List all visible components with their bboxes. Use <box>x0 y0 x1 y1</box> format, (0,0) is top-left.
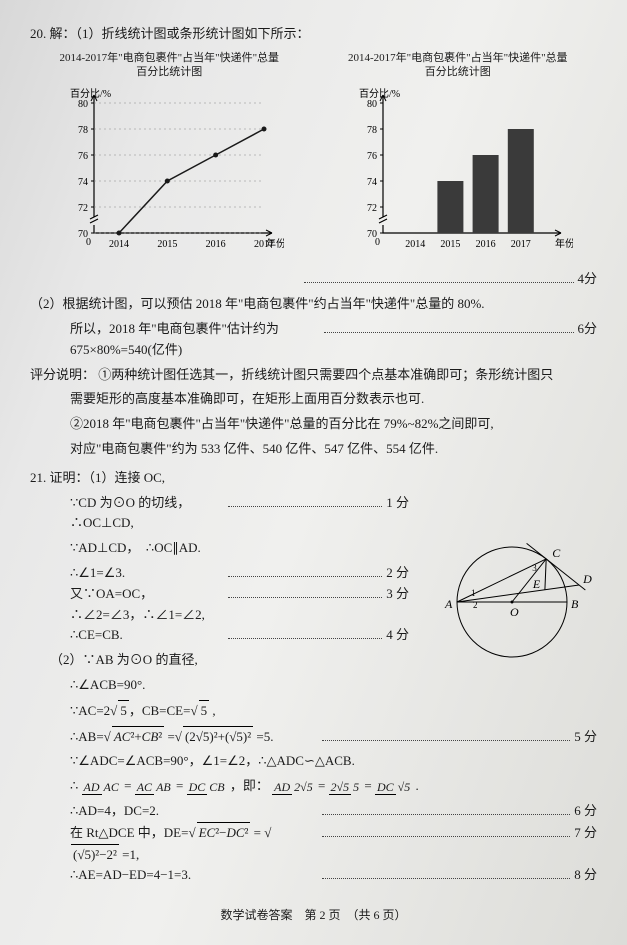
q20-score1: 4分 <box>578 269 598 290</box>
p4: 3 分 <box>386 584 409 605</box>
q21-head-line: 21. 证明：（1）连接 OC, <box>30 468 597 489</box>
svg-text:C: C <box>552 545 561 559</box>
svg-text:74: 74 <box>367 177 377 188</box>
svg-text:72: 72 <box>78 203 88 214</box>
q21-number: 21. <box>30 470 46 485</box>
svg-text:D: D <box>582 572 592 586</box>
note-head: 评分说明： <box>30 367 95 382</box>
p-t6: 6 分 <box>574 801 597 822</box>
page-footer: 数学试卷答案 第 2 页 （共 6 页） <box>30 906 597 925</box>
svg-text:76: 76 <box>367 151 377 162</box>
svg-text:80: 80 <box>367 99 377 110</box>
line-chart-block: 2014-2017年"电商包裹件"占当年"快递件"总量 百分比统计图 70727… <box>54 51 284 264</box>
s1: ∵CD 为⊙O 的切线，∴OC⊥CD, <box>70 493 224 535</box>
p-t3: 5 分 <box>574 727 597 748</box>
svg-text:3: 3 <box>532 562 537 572</box>
note2b: 对应"电商包裹件"约为 533 亿件、540 亿件、547 亿件、554 亿件. <box>30 439 597 460</box>
q21-head: 证明：（1）连接 OC, <box>50 470 166 485</box>
svg-text:2015: 2015 <box>158 239 178 250</box>
s3: ∴∠1=∠3. <box>70 563 224 584</box>
line-chart-svg: 7072747678802014201520162017百分比/%年份0 <box>54 83 284 263</box>
svg-text:2: 2 <box>473 600 478 610</box>
q20-part2-l2: 所以，2018 年"电商包裹件"估计约为 675×80%=540(亿件) <box>30 319 320 361</box>
svg-text:2014: 2014 <box>405 239 425 250</box>
q20-part2-l2-line: 所以，2018 年"电商包裹件"估计约为 675×80%=540(亿件) 6分 <box>30 319 597 361</box>
p5: 4 分 <box>386 625 409 646</box>
t8: ∴AE=AD−ED=4−1=3. <box>70 865 318 886</box>
svg-text:0: 0 <box>86 237 91 248</box>
q20-score2: 6分 <box>578 319 598 340</box>
charts-row: 2014-2017年"电商包裹件"占当年"快递件"总量 百分比统计图 70727… <box>30 51 597 264</box>
p-t8: 8 分 <box>574 865 597 886</box>
svg-text:80: 80 <box>78 99 88 110</box>
s4: 又∵OA=OC，∴∠2=∠3，∴∠1=∠2, <box>70 584 224 626</box>
t4: ∵∠ADC=∠ACB=90°，∠1=∠2，∴△ADC∽△ACB. <box>30 751 597 772</box>
svg-text:1: 1 <box>471 588 476 598</box>
svg-text:2015: 2015 <box>440 239 460 250</box>
t2: ∵AC=2√5，CB=CE=√5 , <box>30 700 597 722</box>
bar-chart-svg: 7072747678802014201520162017百分比/%年份0 <box>343 83 573 263</box>
s5: ∴CE=CB. <box>70 625 224 646</box>
t7-line: 在 Rt△DCE 中，DE=√EC²−DC² = √(√5)²−2² =1, 7… <box>30 822 597 866</box>
t5: ∴ ADAC = ACAB = DCCB ，即： AD2√5 = 2√55 = … <box>30 776 597 797</box>
svg-text:O: O <box>510 605 519 619</box>
svg-text:2014: 2014 <box>109 239 129 250</box>
note1: ①两种统计图任选其一，折线统计图只需要四个点基本准确即可；条形统计图只 <box>98 367 553 382</box>
svg-text:年份: 年份 <box>266 237 284 250</box>
q20-score1-line: 4分 <box>30 269 597 290</box>
q20-notes: 评分说明： ①两种统计图任选其一，折线统计图只需要四个点基本准确即可；条形统计图… <box>30 365 597 386</box>
svg-text:百分比/%: 百分比/% <box>359 88 400 100</box>
svg-text:76: 76 <box>78 151 88 162</box>
t3-line: ∴AB=√AC²+CB² =√(2√5)²+(√5)² =5. 5 分 <box>30 726 597 748</box>
t6: ∴AD=4，DC=2. <box>70 801 318 822</box>
svg-text:B: B <box>571 597 579 611</box>
note2: ②2018 年"电商包裹件"占当年"快递件"总量的百分比在 79%~82%之间即… <box>30 414 597 435</box>
svg-text:2017: 2017 <box>511 239 531 250</box>
svg-text:E: E <box>532 576 541 590</box>
svg-text:2016: 2016 <box>475 239 495 250</box>
svg-text:72: 72 <box>367 203 377 214</box>
bar-chart-block: 2014-2017年"电商包裹件"占当年"快递件"总量 百分比统计图 70727… <box>343 51 573 264</box>
note1b: 需要矩形的高度基本准确即可，在矩形上面用百分数表示也可. <box>30 389 597 410</box>
line-chart-title: 2014-2017年"电商包裹件"占当年"快递件"总量 百分比统计图 <box>59 51 279 80</box>
p3: 2 分 <box>386 563 409 584</box>
q20-part1: 20. 解：（1）折线统计图或条形统计图如下所示： <box>30 24 597 45</box>
svg-text:A: A <box>444 597 453 611</box>
svg-text:年份: 年份 <box>555 237 573 250</box>
svg-text:百分比/%: 百分比/% <box>70 88 111 100</box>
svg-text:78: 78 <box>78 125 88 136</box>
q20-number: 20. <box>30 26 46 41</box>
t1: ∴∠ACB=90°. <box>30 675 597 696</box>
svg-text:74: 74 <box>78 177 88 188</box>
svg-text:0: 0 <box>375 237 380 248</box>
svg-text:2016: 2016 <box>206 239 226 250</box>
geometry-diagram: A B C D E O 1 2 3 <box>417 497 597 667</box>
bar-chart-title: 2014-2017年"电商包裹件"占当年"快递件"总量 百分比统计图 <box>348 51 568 80</box>
p1: 1 分 <box>386 493 409 514</box>
p-t7: 7 分 <box>574 823 597 844</box>
svg-text:78: 78 <box>367 125 377 136</box>
q20-part1-text: 解：（1）折线统计图或条形统计图如下所示： <box>50 26 310 41</box>
q20-part2-l1: （2）根据统计图，可以预估 2018 年"电商包裹件"约占当年"快递件"总量的 … <box>30 294 597 315</box>
